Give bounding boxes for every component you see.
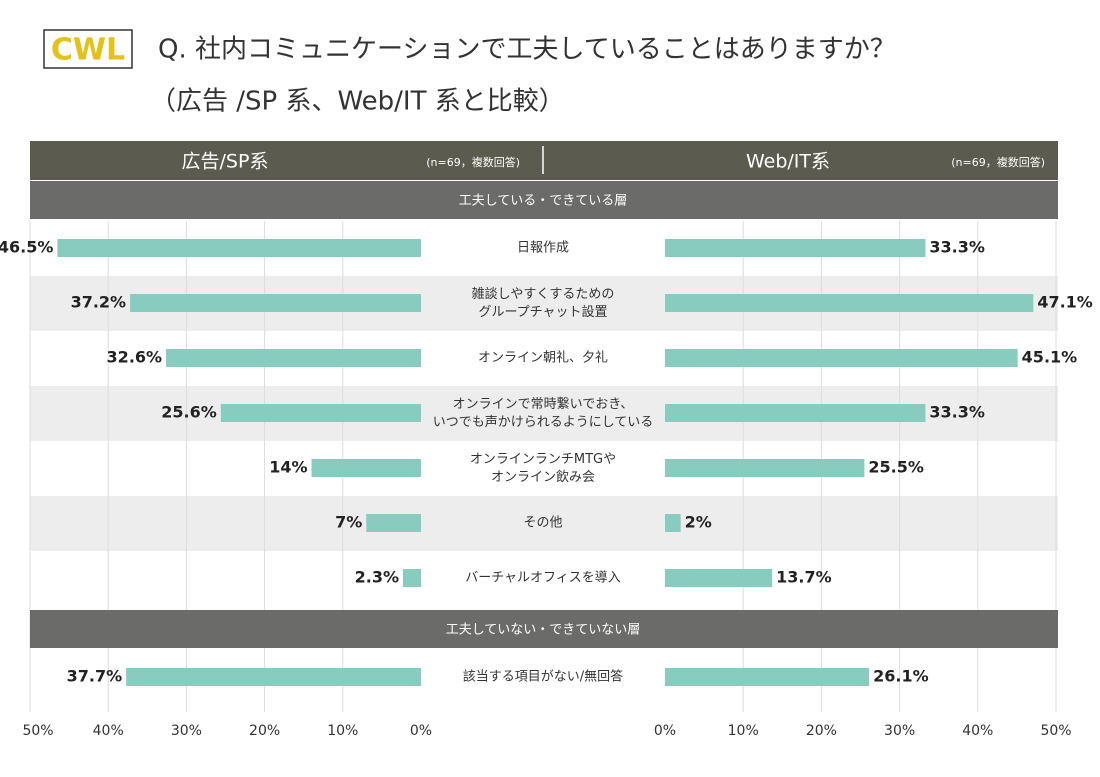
bar — [366, 514, 421, 532]
bar — [166, 349, 421, 367]
category-label: オンラインランチMTGやオンライン飲み会 — [470, 452, 616, 485]
bar — [665, 294, 1034, 312]
value-label: 14% — [269, 458, 307, 477]
category-label: オンラインで常時繋いでおき、いつでも声かけられるようにしている — [433, 396, 654, 430]
group-bar — [30, 181, 1058, 219]
value-label: 46.5% — [0, 238, 53, 257]
category-label: オンライン朝礼、夕礼 — [478, 350, 608, 366]
series-name: 広告/SP系 — [182, 151, 269, 173]
category-label: 該当する項目がない/無回答 — [463, 669, 623, 685]
x-tick-label: 0% — [654, 723, 676, 739]
bar — [665, 404, 926, 422]
logo-text: CWL — [51, 33, 125, 68]
value-label: 33.3% — [929, 403, 985, 422]
bar — [665, 459, 865, 477]
category-label: バーチャルオフィスを導入 — [465, 571, 621, 586]
title: Q. 社内コミュニケーションで工夫していることはありますか？ — [158, 35, 896, 65]
value-label: 45.1% — [1022, 348, 1078, 367]
group-label: 工夫していない・できていない層 — [446, 623, 641, 638]
bar — [311, 459, 421, 477]
x-tick-label: 0% — [410, 723, 432, 739]
value-label: 37.7% — [67, 667, 123, 686]
bar — [665, 349, 1018, 367]
value-label: 2% — [685, 513, 712, 532]
x-tick-label: 10% — [728, 723, 759, 739]
value-label: 37.2% — [71, 293, 127, 312]
bar — [665, 514, 681, 532]
subtitle: （広告 /SP 系、Web/IT 系と比較） — [150, 87, 565, 117]
x-tick-label: 30% — [884, 723, 915, 739]
group-bar — [30, 610, 1058, 648]
x-tick-label: 50% — [22, 723, 53, 739]
value-label: 7% — [335, 513, 362, 532]
logo-frame — [43, 29, 133, 69]
value-label: 33.3% — [929, 238, 985, 257]
value-label: 32.6% — [107, 348, 163, 367]
x-tick-label: 20% — [249, 723, 280, 739]
value-label: 47.1% — [1037, 293, 1093, 312]
category-label: その他 — [523, 516, 562, 531]
series-note: (n=69，複数回答) — [426, 155, 520, 169]
group-label: 工夫している・できている層 — [459, 194, 628, 209]
x-tick-label: 20% — [806, 723, 837, 739]
category-label: 日報作成 — [517, 241, 569, 256]
bar — [130, 294, 421, 312]
bar — [665, 239, 926, 257]
category-label: 雑談しやすくするためのグループチャット設置 — [472, 286, 615, 320]
value-label: 26.1% — [873, 667, 929, 686]
bar — [403, 569, 421, 587]
x-tick-label: 40% — [962, 723, 993, 739]
series-note: (n=69，複数回答) — [951, 155, 1045, 169]
value-label: 13.7% — [776, 568, 832, 587]
row-band — [30, 496, 1058, 551]
value-label: 25.5% — [868, 458, 924, 477]
x-tick-label: 50% — [1040, 723, 1071, 739]
header-bar — [30, 141, 1058, 180]
bar — [57, 239, 422, 257]
value-label: 2.3% — [355, 568, 399, 587]
bar — [220, 404, 421, 422]
series-name: Web/IT系 — [746, 151, 830, 173]
bar — [665, 569, 773, 587]
bar — [665, 668, 870, 686]
value-label: 25.6% — [161, 403, 217, 422]
x-tick-label: 10% — [327, 723, 358, 739]
bar — [126, 668, 421, 686]
x-tick-label: 40% — [93, 723, 124, 739]
logo: CWL — [43, 29, 133, 69]
x-tick-label: 30% — [171, 723, 202, 739]
